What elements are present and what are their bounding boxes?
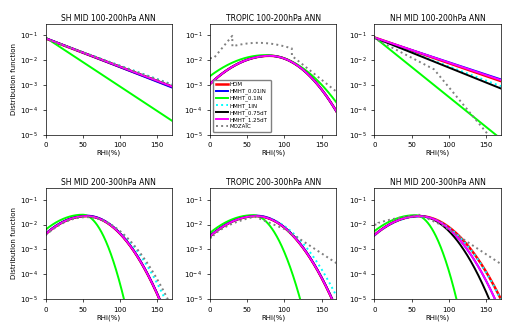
Title: SH MID 100-200hPa ANN: SH MID 100-200hPa ANN xyxy=(61,14,156,23)
Y-axis label: Distribution function: Distribution function xyxy=(11,43,17,115)
X-axis label: RHi(%): RHi(%) xyxy=(96,150,121,156)
X-axis label: RHi(%): RHi(%) xyxy=(425,314,449,321)
Legend: HOM, HMHT_0.01IN, HMHT_0.1IN, HMHT_1IN, HMHT_0.75dT, HMHT_1.25dT, MOZAIC: HOM, HMHT_0.01IN, HMHT_0.1IN, HMHT_1IN, … xyxy=(212,80,270,132)
Title: NH MID 200-300hPa ANN: NH MID 200-300hPa ANN xyxy=(389,178,485,187)
X-axis label: RHi(%): RHi(%) xyxy=(425,150,449,156)
X-axis label: RHi(%): RHi(%) xyxy=(261,314,285,321)
Title: TROPIC 100-200hPa ANN: TROPIC 100-200hPa ANN xyxy=(225,14,320,23)
X-axis label: RHi(%): RHi(%) xyxy=(96,314,121,321)
Title: SH MID 200-300hPa ANN: SH MID 200-300hPa ANN xyxy=(61,178,156,187)
Title: TROPIC 200-300hPa ANN: TROPIC 200-300hPa ANN xyxy=(225,178,320,187)
Title: NH MID 100-200hPa ANN: NH MID 100-200hPa ANN xyxy=(389,14,485,23)
Y-axis label: Distribution function: Distribution function xyxy=(11,208,17,280)
X-axis label: RHi(%): RHi(%) xyxy=(261,150,285,156)
